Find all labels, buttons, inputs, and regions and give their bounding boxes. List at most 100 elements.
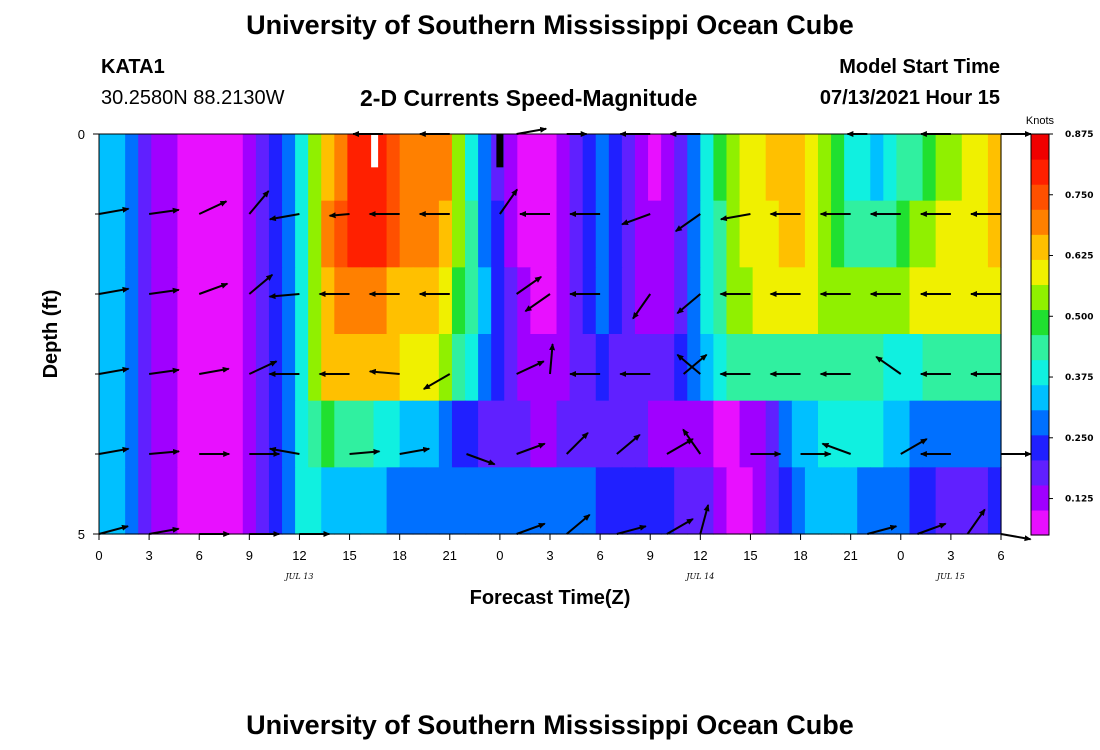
heatmap-cell <box>425 400 440 468</box>
heatmap-cell <box>752 134 767 202</box>
heatmap-cell <box>739 200 754 268</box>
heatmap-cell <box>726 334 741 402</box>
heatmap-cell <box>530 334 545 402</box>
heatmap-cell <box>687 400 701 468</box>
colorbar-tick-label: 0.750 <box>1065 191 1093 201</box>
plot-title: 2-D Currents Speed-Magnitude <box>360 85 698 111</box>
heatmap-cell <box>373 334 388 402</box>
heatmap-cell <box>478 200 492 268</box>
heatmap-cell <box>844 400 858 468</box>
heatmap-cell <box>765 134 780 202</box>
heatmap-cell <box>948 134 963 202</box>
colorbar-tick-label: 0.875 <box>1065 130 1093 140</box>
heatmap-cell <box>399 267 414 335</box>
heatmap-cell <box>948 200 963 268</box>
current-vector <box>198 282 229 295</box>
current-vector <box>616 433 641 455</box>
current-vector <box>524 293 551 313</box>
heatmap-cell <box>334 400 348 468</box>
heatmap-cell <box>661 400 675 468</box>
current-vector <box>148 367 180 375</box>
heatmap-cell <box>621 134 636 202</box>
x-tick-label: 15 <box>342 548 356 563</box>
x-tick-label: 12 <box>693 548 707 563</box>
heatmap-cell <box>621 267 636 335</box>
heatmap-cell <box>608 334 623 402</box>
heatmap-cell <box>791 200 806 268</box>
heatmap-cell <box>125 467 139 535</box>
heatmap-cell <box>974 467 989 535</box>
current-vector <box>682 428 702 455</box>
heatmap-cell <box>438 267 453 335</box>
heatmap-cell <box>491 400 505 468</box>
x-tick-label: 3 <box>947 548 954 563</box>
heatmap-cell <box>739 334 754 402</box>
heatmap-cell <box>595 200 610 268</box>
heatmap-cell <box>438 467 453 535</box>
heatmap-cell <box>478 400 492 468</box>
heatmap-cell <box>203 134 218 202</box>
heatmap-cell <box>621 200 636 268</box>
heatmap-cell <box>582 200 597 268</box>
heatmap-cell <box>347 267 362 335</box>
heatmap-cell <box>857 267 871 335</box>
heatmap-cell <box>425 200 440 268</box>
heatmap-cell <box>308 400 322 468</box>
x-tick-label: 6 <box>196 548 203 563</box>
heatmap-cell <box>282 334 296 402</box>
heatmap-cell <box>595 334 610 402</box>
heatmap-cell <box>935 200 950 268</box>
heatmap-cell <box>922 267 937 335</box>
heatmap-cell <box>791 334 806 402</box>
x-tick-label: 18 <box>392 548 406 563</box>
heatmap-cell <box>399 467 414 535</box>
heatmap-cell <box>295 267 309 335</box>
heatmap-cell <box>177 267 192 335</box>
heatmap-cell <box>582 334 597 402</box>
heatmap-cell <box>138 400 152 468</box>
heatmap-cell <box>242 267 257 335</box>
x-tick-label: 9 <box>246 548 253 563</box>
x-tick-label: 6 <box>997 548 1004 563</box>
colorbar-swatch <box>1031 309 1049 336</box>
heatmap-cell <box>177 134 192 202</box>
heatmap-cell <box>648 134 662 202</box>
heatmap-cell <box>909 267 924 335</box>
heatmap-cell <box>491 200 505 268</box>
heatmap-cell <box>451 334 466 402</box>
heatmap-cell <box>870 400 884 468</box>
heatmap-cell <box>922 134 937 202</box>
heatmap-cell <box>752 334 767 402</box>
heatmap-cell <box>99 334 113 402</box>
heatmap-cell <box>661 467 675 535</box>
heatmap-cell <box>504 467 518 535</box>
x-tick-label: 6 <box>596 548 603 563</box>
heatmap-cell <box>608 467 623 535</box>
current-vector <box>917 522 947 535</box>
heatmap-cell <box>334 200 348 268</box>
heatmap-cell <box>138 200 152 268</box>
current-vector <box>875 355 902 375</box>
heatmap-cell <box>621 467 636 535</box>
heatmap-cell <box>817 334 832 402</box>
heatmap-cell <box>465 467 479 535</box>
heatmap-cell <box>295 400 309 468</box>
current-vector <box>516 126 548 135</box>
heatmap-cell <box>268 267 283 335</box>
heatmap-cell <box>595 467 610 535</box>
heatmap-cell <box>268 200 283 268</box>
current-vector <box>248 273 274 295</box>
heatmap-cell <box>961 267 976 335</box>
heatmap-cell <box>791 467 806 535</box>
date-label: JUL 15 <box>935 572 965 581</box>
heatmap-cell <box>909 134 924 202</box>
current-vector <box>516 360 545 375</box>
heatmap-cell <box>177 200 192 268</box>
heatmap-cell <box>543 134 558 202</box>
heatmap-cell <box>373 267 388 335</box>
heatmap-cell <box>399 400 414 468</box>
heatmap-cell <box>634 467 649 535</box>
x-axis-title: Forecast Time(Z) <box>470 587 631 609</box>
heatmap-cell <box>726 134 741 202</box>
heatmap-cell <box>451 267 466 335</box>
